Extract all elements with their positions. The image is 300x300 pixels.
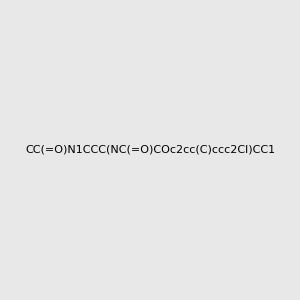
Text: CC(=O)N1CCC(NC(=O)COc2cc(C)ccc2Cl)CC1: CC(=O)N1CCC(NC(=O)COc2cc(C)ccc2Cl)CC1 — [25, 145, 275, 155]
